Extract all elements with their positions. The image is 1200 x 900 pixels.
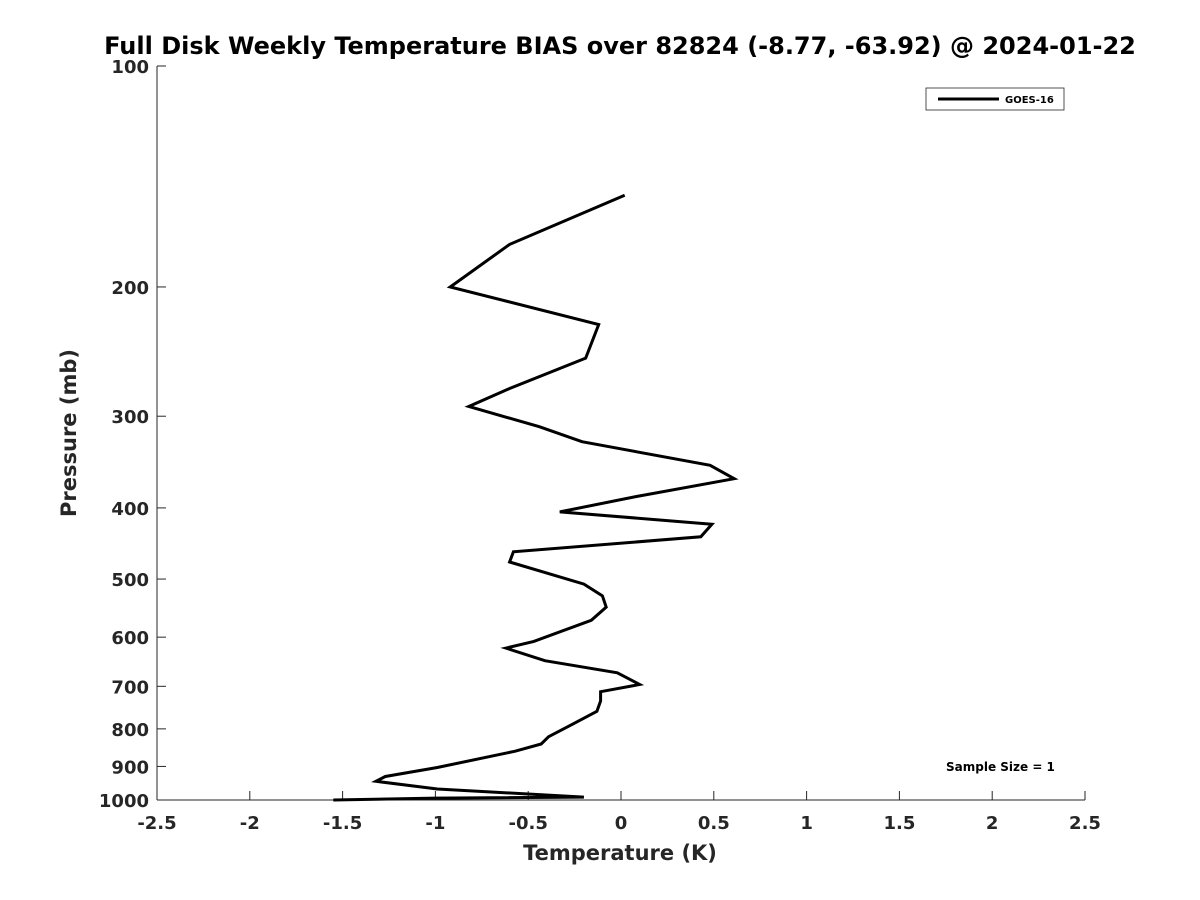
legend: GOES-16 [925,87,1065,111]
x-tick-label: -1 [425,813,445,834]
y-tick-label: 800 [111,720,149,741]
x-tick-label: 1 [800,813,813,834]
y-tick-label: 300 [111,407,149,428]
series-line-goes-16 [333,193,739,802]
y-tick-label: 1000 [99,791,149,812]
y-tick-label: 100 [111,57,149,78]
plot-area [156,66,1085,801]
y-tick-label: 400 [111,499,149,520]
y-tick-label: 900 [111,757,149,778]
y-axis-ticks: 100 200 300 400 500 600 700 800 900 1000 [99,57,166,812]
x-tick-label: -1.5 [323,813,362,834]
chart-title: Full Disk Weekly Temperature BIAS over 8… [104,32,1136,60]
y-axis-label: Pressure (mb) [57,349,81,517]
y-tick-label: 200 [111,278,149,299]
x-tick-label: 2.5 [1069,813,1101,834]
x-axis-ticks: -2.5 -2 -1.5 -1 -0.5 0 0.5 1 1.5 2 2.5 [137,791,1101,834]
y-tick-label: 700 [111,677,149,698]
y-tick-label: 500 [111,570,149,591]
x-tick-label: 1.5 [883,813,915,834]
x-tick-label: -0.5 [509,813,548,834]
x-tick-label: 2 [986,813,999,834]
x-tick-label: 0 [615,813,628,834]
x-axis-label: Temperature (K) [523,841,717,865]
sample-size-annotation: Sample Size = 1 [946,760,1055,774]
y-tick-label: 600 [111,628,149,649]
x-tick-label: -2.5 [137,813,176,834]
x-tick-label: -2 [240,813,260,834]
x-tick-label: 0.5 [698,813,730,834]
legend-entry-goes-16: GOES-16 [1005,95,1054,106]
